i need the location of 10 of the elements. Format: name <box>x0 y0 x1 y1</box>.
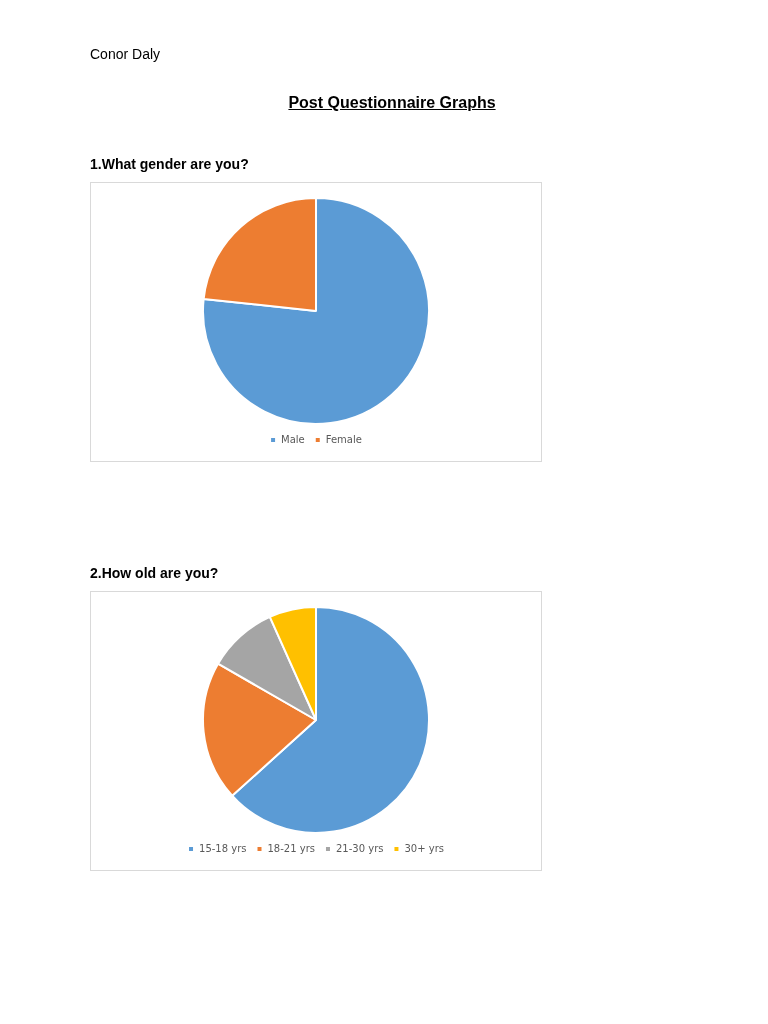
legend-label: 15-18 yrs <box>199 842 247 854</box>
text: Conor Daly <box>90 46 161 62</box>
legend-label: Female <box>325 433 362 445</box>
text: Post Questionnaire Graphs <box>287 94 497 112</box>
legend-label: 21-30 yrs <box>335 842 384 854</box>
legend-label: Male <box>281 433 305 445</box>
legend-label: 18-21 yrs <box>267 842 315 854</box>
chart-title: 2.How old are you? <box>90 565 220 581</box>
chart-title: 1.What gender are you? <box>90 156 250 172</box>
legend-label: 30+ yrs <box>404 842 444 854</box>
